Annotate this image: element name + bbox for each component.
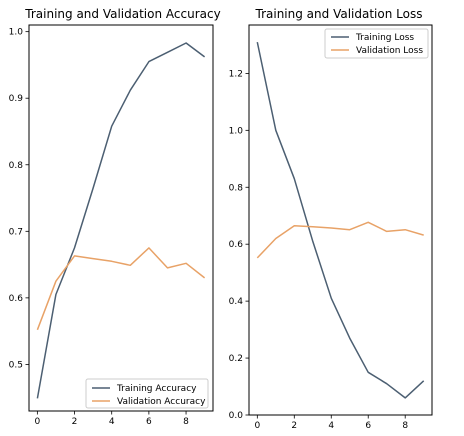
accuracy-x-tick-label: 8 <box>183 417 189 427</box>
loss-y-tick-label: 0.4 <box>229 297 244 307</box>
loss-legend: Training Loss Validation Loss <box>324 28 429 59</box>
accuracy-series-line-validation <box>36 247 206 331</box>
accuracy-x-axis: 0 2 4 6 8 <box>34 411 189 427</box>
accuracy-x-tick-label: 2 <box>72 417 78 427</box>
accuracy-plot-frame <box>28 24 214 412</box>
loss-y-tick-label: 1.0 <box>229 126 244 136</box>
loss-y-axis: 0.0 0.2 0.4 0.6 0.8 1.0 1.2 <box>229 69 249 421</box>
loss-x-tick-label: 8 <box>402 421 408 431</box>
loss-series-line-validation <box>256 221 424 259</box>
loss-x-tick-label: 4 <box>328 421 334 431</box>
accuracy-legend-label-validation: Validation Accuracy <box>117 397 206 407</box>
loss-x-axis: 0 2 4 6 8 <box>254 415 408 431</box>
loss-legend-label-training: Training Loss <box>355 33 414 43</box>
loss-series <box>256 41 425 399</box>
loss-y-tick-label: 0.0 <box>229 411 244 421</box>
accuracy-y-tick-label: 0.5 <box>9 360 23 370</box>
loss-legend-label-validation: Validation Loss <box>356 46 423 56</box>
loss-y-tick-label: 0.6 <box>229 240 244 250</box>
loss-legend-box <box>324 28 429 59</box>
accuracy-series-line-training <box>36 42 206 399</box>
accuracy-chart: Training and Validation Accuracy 0.50.60… <box>9 7 221 427</box>
accuracy-y-tick-label: 0.7 <box>9 227 23 237</box>
accuracy-y-tick-label: 0.6 <box>9 294 24 304</box>
loss-series-line-training <box>256 41 425 399</box>
accuracy-x-tick-label: 6 <box>146 417 152 427</box>
accuracy-y-tick-label: 1.0 <box>9 28 24 38</box>
loss-chart: Training and Validation Loss 0.00.20.40.… <box>229 7 433 431</box>
accuracy-legend-label-training: Training Accuracy <box>116 384 197 394</box>
accuracy-series <box>36 42 206 399</box>
accuracy-x-tick-label: 4 <box>109 417 115 427</box>
loss-y-tick-label: 1.2 <box>229 69 243 79</box>
accuracy-y-tick-label: 0.9 <box>9 94 24 104</box>
loss-y-tick-label: 0.8 <box>229 183 244 193</box>
loss-chart-title: Training and Validation Loss <box>255 7 423 21</box>
accuracy-chart-title: Training and Validation Accuracy <box>24 7 220 21</box>
loss-x-tick-label: 2 <box>291 421 297 431</box>
loss-plot-frame <box>248 24 433 416</box>
accuracy-legend-box <box>85 378 209 409</box>
accuracy-y-tick-label: 0.8 <box>9 161 24 171</box>
accuracy-legend: Training Accuracy Validation Accuracy <box>85 378 209 409</box>
accuracy-x-tick-label: 0 <box>34 417 40 427</box>
loss-y-tick-label: 0.2 <box>229 354 243 364</box>
accuracy-y-axis: 0.5 0.6 0.7 0.8 0.9 1.0 <box>9 28 29 370</box>
loss-x-tick-label: 0 <box>254 421 260 431</box>
loss-x-tick-label: 6 <box>365 421 371 431</box>
